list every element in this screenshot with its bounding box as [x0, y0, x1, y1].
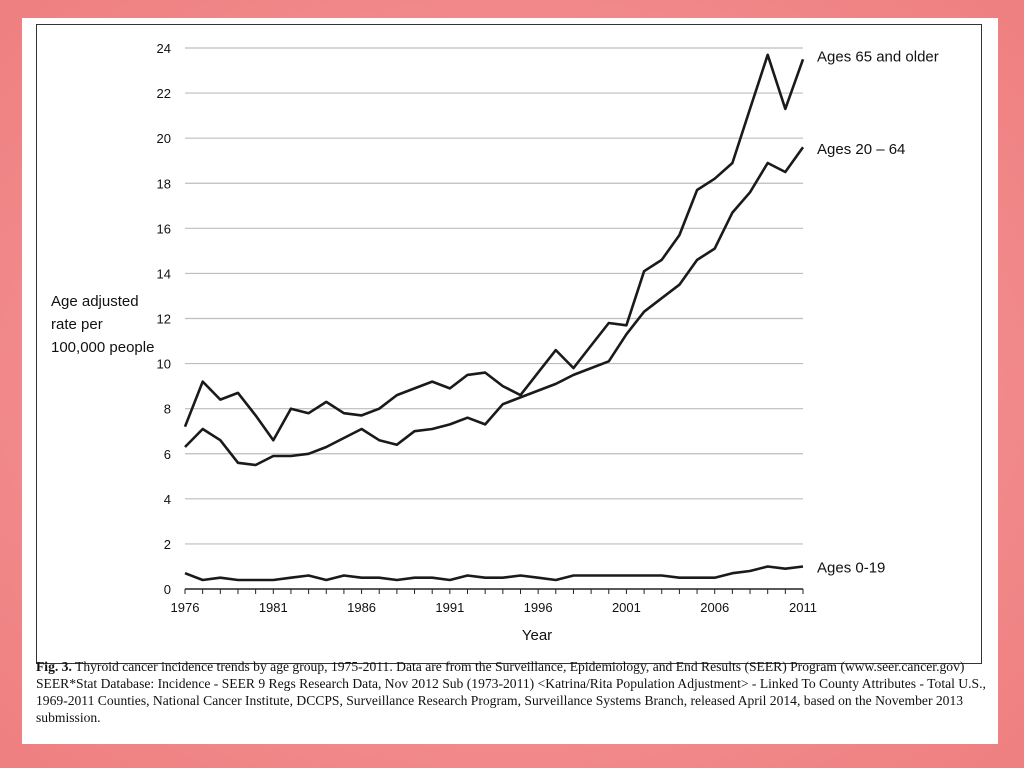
x-tick-label-1976: 1976	[171, 600, 200, 615]
y-tick-label-0: 0	[164, 582, 171, 597]
series-label-ages-65-and-older: Ages 65 and older	[817, 48, 939, 65]
y-tick-label-24: 24	[157, 41, 171, 56]
y-tick-label-12: 12	[157, 312, 171, 327]
figure-label: Fig. 3.	[36, 659, 72, 674]
slide-frame: 0 2 4 6 8 10 12 14 16 18 20 22 24 1976 1981 1986 1991 199…	[22, 18, 998, 744]
axis-layer	[184, 588, 804, 594]
x-tick-label-2011: 2011	[789, 600, 817, 615]
y-axis-title-line-3: 100,000 people	[51, 339, 154, 356]
series-label-ages-0-19: Ages 0-19	[817, 559, 885, 576]
grid-layer	[185, 47, 803, 545]
chart-container: 0 2 4 6 8 10 12 14 16 18 20 22 24 1976 1981 1986 1991 199…	[36, 24, 982, 664]
x-tick-label-1981: 1981	[259, 600, 288, 615]
y-tick-label-2: 2	[164, 537, 171, 552]
x-tick-label-1991: 1991	[435, 600, 464, 615]
y-tick-label-16: 16	[157, 221, 171, 236]
y-axis-title-line-1: Age adjusted	[51, 293, 139, 310]
x-tick-label-2006: 2006	[700, 600, 729, 615]
y-tick-label-22: 22	[157, 86, 171, 101]
y-tick-label-18: 18	[157, 176, 171, 191]
series-line-ages-0-19	[184, 565, 804, 582]
x-tick-label-1986: 1986	[347, 600, 376, 615]
figure-caption: Fig. 3. Thyroid cancer incidence trends …	[36, 658, 986, 726]
x-axis-title: Year	[522, 627, 552, 644]
series-line-ages-20-64	[184, 146, 805, 467]
x-tick-label-2001: 2001	[612, 600, 641, 615]
y-tick-label-8: 8	[164, 402, 171, 417]
series-line-ages-65-and-older	[183, 53, 805, 442]
y-tick-label-10: 10	[157, 357, 171, 372]
series-layer	[183, 53, 805, 582]
y-tick-label-4: 4	[164, 492, 171, 507]
y-tick-label-20: 20	[157, 131, 171, 146]
series-label-ages-20-64: Ages 20 – 64	[817, 141, 905, 158]
y-tick-label-14: 14	[157, 266, 171, 281]
y-tick-label-6: 6	[164, 447, 171, 462]
y-axis-title-line-2: rate per	[51, 316, 103, 333]
x-tick-label-1996: 1996	[524, 600, 553, 615]
caption-text: Thyroid cancer incidence trends by age g…	[36, 659, 986, 725]
